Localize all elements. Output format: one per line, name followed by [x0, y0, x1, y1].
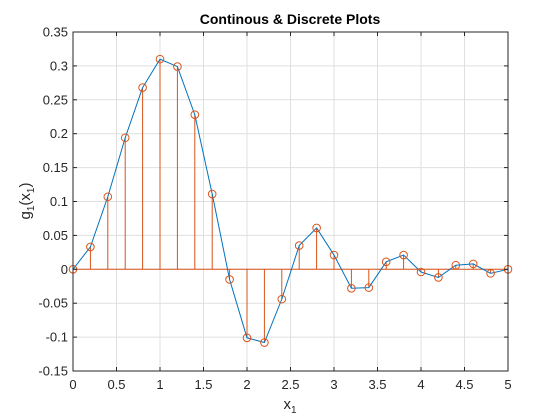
x-axis-label: x1	[283, 396, 297, 416]
stem-marker	[416, 267, 426, 277]
x-tick-label: 4.5	[455, 377, 473, 392]
stem-marker	[364, 283, 374, 292]
x-axis-label-sub: 1	[291, 405, 297, 416]
x-tick-label: 2.5	[281, 377, 299, 392]
continuous-line	[72, 58, 509, 344]
x-tick-label: 5	[504, 377, 511, 392]
stem-marker	[207, 189, 217, 199]
y-tick-label: 0.2	[50, 126, 68, 141]
chart-title: Continous & Discrete Plots	[200, 11, 381, 27]
stem-marker	[225, 275, 234, 284]
y-axis-label-arg-base: x	[17, 193, 34, 201]
y-tick-labels: -0.15 -0.1 -0.05 0 0.05 0.1 0.15 0.2 0.25 0.3 0.35	[38, 25, 68, 379]
stem-marker	[120, 133, 130, 143]
stem-marker	[347, 283, 356, 293]
y-tick-label: 0.25	[43, 92, 68, 107]
y-tick-label: -0.1	[46, 330, 68, 345]
stem-marker	[294, 241, 304, 250]
x-tick-label: 3.5	[368, 377, 386, 392]
y-axis-label-base: g	[17, 211, 34, 219]
x-tick-label: 3	[330, 377, 337, 392]
stem-marker	[103, 192, 113, 202]
y-axis-label-sub: 1	[26, 205, 37, 211]
y-tick-label: 0.3	[50, 58, 68, 73]
ticks	[72, 31, 509, 372]
x-tick-label: 1	[156, 377, 163, 392]
x-tick-label: 0.5	[107, 377, 125, 392]
y-tick-label: 0	[61, 262, 68, 277]
y-axis-label: g1(x1)	[17, 183, 37, 220]
stem-marker	[468, 259, 478, 269]
y-tick-label: 0.15	[43, 160, 68, 175]
stem-marker	[138, 83, 147, 92]
stem-marker	[277, 294, 287, 304]
y-axis-label-open-paren: (	[17, 201, 34, 206]
stem-marker	[155, 54, 165, 64]
stem-marker	[312, 223, 321, 233]
stem-marker	[260, 338, 269, 347]
y-tick-label: 0.1	[50, 194, 68, 209]
x-axis-label-base: x	[283, 396, 291, 413]
stem-marker	[451, 260, 461, 270]
y-tick-label: 0.05	[43, 228, 68, 243]
line-series	[72, 58, 509, 344]
x-tick-label: 4	[417, 377, 424, 392]
x-tick-label: 0	[69, 377, 76, 392]
stem-marker	[242, 333, 252, 343]
stem-marker	[434, 273, 443, 282]
y-axis-label-close-paren: )	[17, 183, 34, 188]
stem-marker	[173, 62, 182, 71]
x-tick-labels: 0 0.5 1 1.5 2 2.5 3 3.5 4 4.5 5	[69, 377, 511, 392]
stem-marker	[86, 242, 95, 252]
y-tick-label: -0.15	[38, 364, 68, 379]
x-tick-label: 2	[243, 377, 250, 392]
stem-marker	[486, 269, 495, 278]
stem-marker	[190, 110, 200, 120]
x-tick-label: 1.5	[194, 377, 212, 392]
stem-marker	[399, 250, 408, 260]
y-axis-label-arg-sub: 1	[26, 187, 37, 193]
y-tick-label: -0.05	[38, 296, 68, 311]
stem-marker	[381, 257, 391, 267]
stem-marker	[329, 250, 339, 260]
stem-markers	[68, 54, 513, 347]
y-tick-label: 0.35	[43, 25, 68, 40]
